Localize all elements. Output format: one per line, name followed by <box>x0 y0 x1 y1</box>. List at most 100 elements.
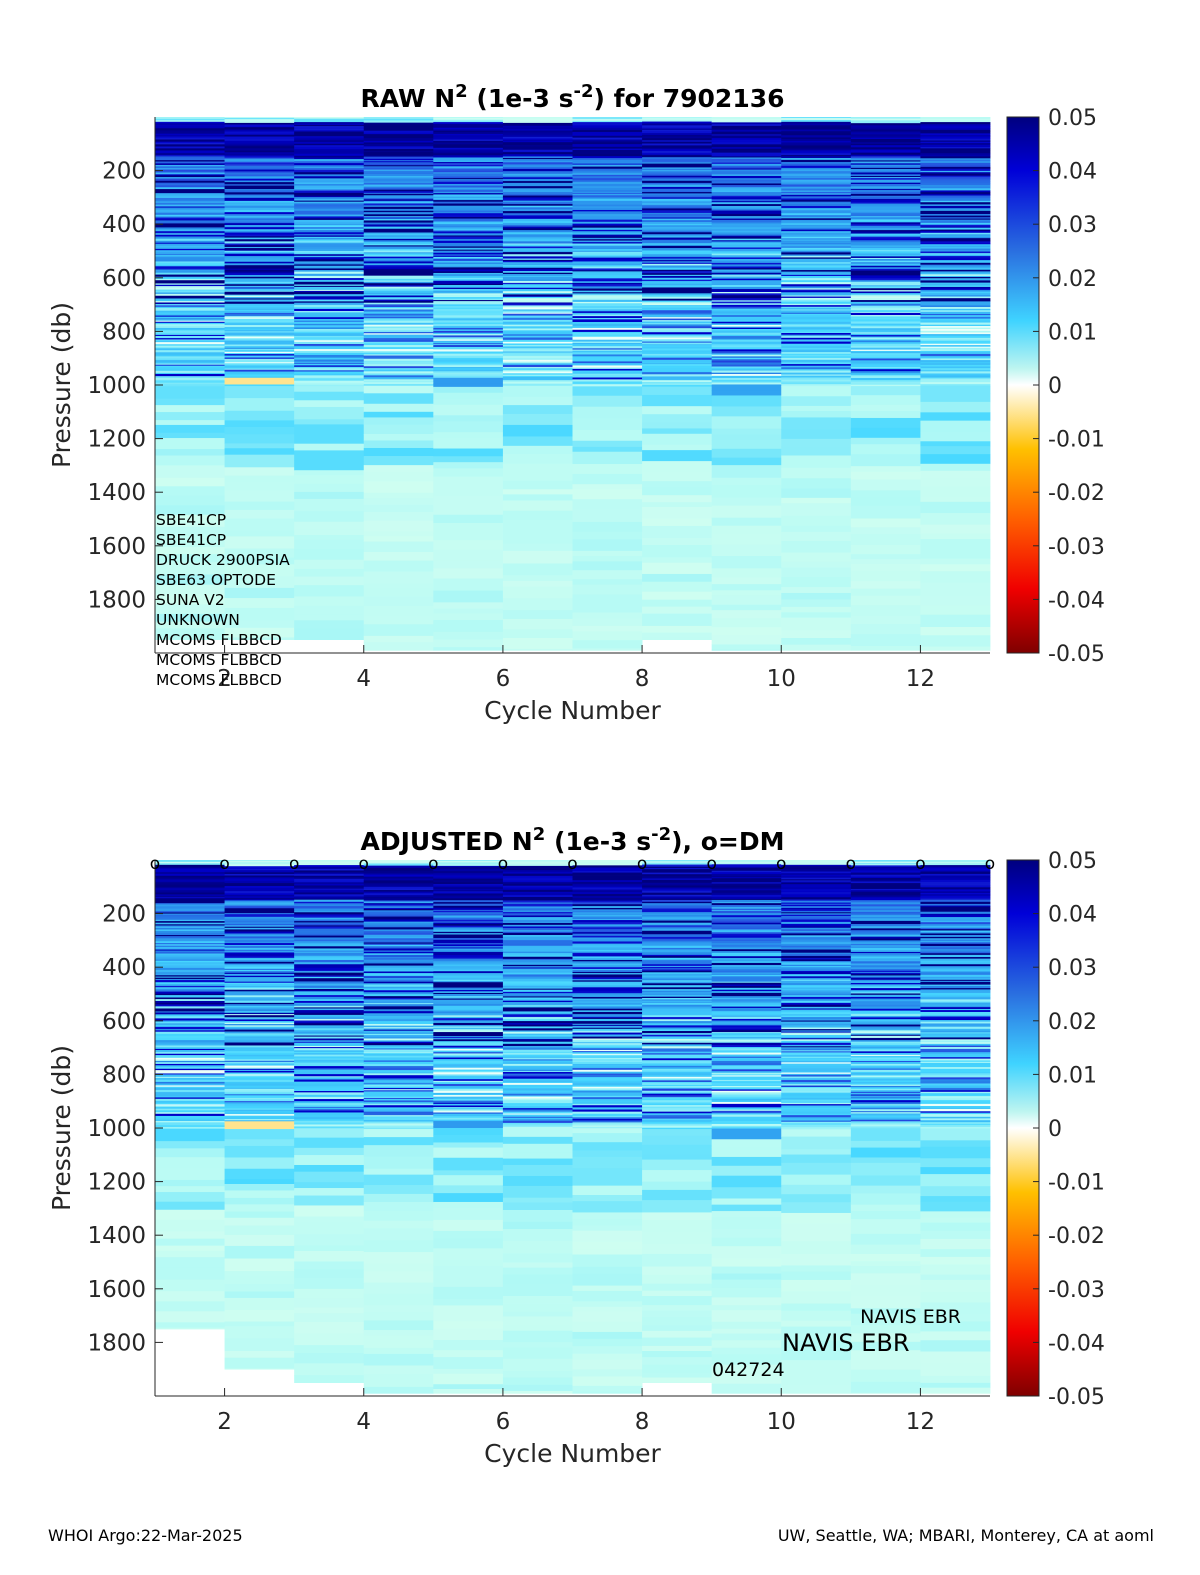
heatmap-cell <box>363 898 434 901</box>
heatmap-cell <box>642 1305 713 1311</box>
heatmap-cell <box>711 364 782 367</box>
heatmap-cell <box>502 1063 573 1067</box>
heatmap-cell <box>572 331 643 334</box>
heatmap-cell <box>711 1010 782 1013</box>
heatmap-cell <box>920 129 991 132</box>
heatmap-cell <box>363 417 434 426</box>
heatmap-cell <box>224 1074 295 1076</box>
colorbar-tick-label: 0.04 <box>1048 160 1097 185</box>
heatmap-cell <box>294 460 365 471</box>
heatmap-cell <box>433 944 504 947</box>
heatmap-cell <box>155 1040 225 1043</box>
heatmap-cell <box>294 286 365 289</box>
heatmap-cell <box>850 934 921 938</box>
heatmap-cell <box>224 864 295 867</box>
heatmap-cell <box>781 977 852 980</box>
heatmap-cell <box>850 168 921 172</box>
heatmap-cell <box>850 374 921 377</box>
heatmap-cell <box>781 198 852 201</box>
heatmap-cell <box>572 232 643 236</box>
heatmap-cell <box>294 149 365 151</box>
heatmap-cell <box>781 315 852 318</box>
heatmap-cell <box>155 1004 225 1007</box>
heatmap-cell <box>502 1053 573 1055</box>
heatmap-cell <box>781 201 852 204</box>
heatmap-cell <box>224 1283 295 1292</box>
heatmap-cell <box>155 345 225 348</box>
heatmap-cell <box>433 1126 504 1129</box>
heatmap-cell <box>781 885 852 888</box>
heatmap-cell <box>920 1026 991 1030</box>
heatmap-cell <box>781 162 852 165</box>
heatmap-cell <box>642 332 713 335</box>
heatmap-cell <box>502 1037 573 1040</box>
heatmap-cell <box>155 1100 225 1104</box>
heatmap-cell <box>711 948 782 950</box>
heatmap-cell <box>781 860 852 862</box>
heatmap-cell <box>502 1007 573 1010</box>
heatmap-cell <box>155 1021 225 1024</box>
heatmap-cell <box>572 1321 643 1333</box>
heatmap-cell <box>155 243 225 247</box>
heatmap-cell <box>224 271 295 274</box>
heatmap-cell <box>502 1068 573 1071</box>
heatmap-cell <box>433 1238 504 1249</box>
y-tick-label: 1200 <box>87 1170 146 1196</box>
heatmap-cell <box>502 346 573 349</box>
heatmap-cell <box>363 571 434 584</box>
heatmap-cell <box>781 985 852 987</box>
heatmap-cell <box>363 916 434 919</box>
heatmap-cell <box>433 371 504 374</box>
heatmap-cell <box>155 305 225 308</box>
heatmap-cell <box>781 178 852 181</box>
heatmap-cell <box>155 1026 225 1030</box>
heatmap-cell <box>572 555 643 562</box>
heatmap-cell <box>850 293 921 296</box>
heatmap-cell <box>920 354 991 357</box>
heatmap-cell <box>294 1261 365 1270</box>
heatmap-cell <box>433 1134 504 1143</box>
heatmap-cell <box>711 300 782 303</box>
heatmap-cell <box>433 285 504 288</box>
heatmap-cell <box>294 896 365 899</box>
heatmap-cell <box>363 214 434 217</box>
heatmap-cell <box>294 1045 365 1048</box>
heatmap-cell <box>781 251 852 253</box>
heatmap-cell <box>363 924 434 927</box>
heatmap-cell <box>502 243 573 245</box>
heatmap-cell <box>572 174 643 177</box>
heatmap-cell <box>711 980 782 983</box>
heatmap-cell <box>850 986 921 989</box>
heatmap-cell <box>433 1157 504 1171</box>
heatmap-cell <box>502 1084 573 1088</box>
heatmap-cell <box>433 962 504 965</box>
heatmap-cell <box>781 1097 852 1100</box>
heatmap-cell <box>781 172 852 175</box>
heatmap-cell <box>642 1244 713 1255</box>
heatmap-cell <box>224 223 295 226</box>
heatmap-cell <box>920 1001 991 1003</box>
heatmap-cell <box>155 302 225 305</box>
heatmap-cell <box>502 1023 573 1025</box>
heatmap-cell <box>572 251 643 254</box>
heatmap-cell <box>433 215 504 218</box>
heatmap-cell <box>850 161 921 164</box>
heatmap-cell <box>433 969 504 972</box>
heatmap-cell <box>363 1014 434 1017</box>
heatmap-cell <box>850 333 921 336</box>
heatmap-cell <box>363 1125 434 1129</box>
heatmap-cell <box>642 940 713 943</box>
heatmap-cell <box>711 877 782 879</box>
heatmap-cell <box>572 381 643 384</box>
heatmap-cell <box>850 965 921 968</box>
heatmap-cell <box>642 148 713 151</box>
heatmap-cell <box>781 1082 852 1085</box>
heatmap-cell <box>850 1185 921 1194</box>
heatmap-cell <box>224 305 295 308</box>
heatmap-cell <box>294 130 365 132</box>
heatmap-cell <box>572 346 643 349</box>
heatmap-cell <box>363 380 434 383</box>
heatmap-cell <box>850 860 921 863</box>
heatmap-cell <box>363 878 434 881</box>
heatmap-cell <box>781 927 852 930</box>
